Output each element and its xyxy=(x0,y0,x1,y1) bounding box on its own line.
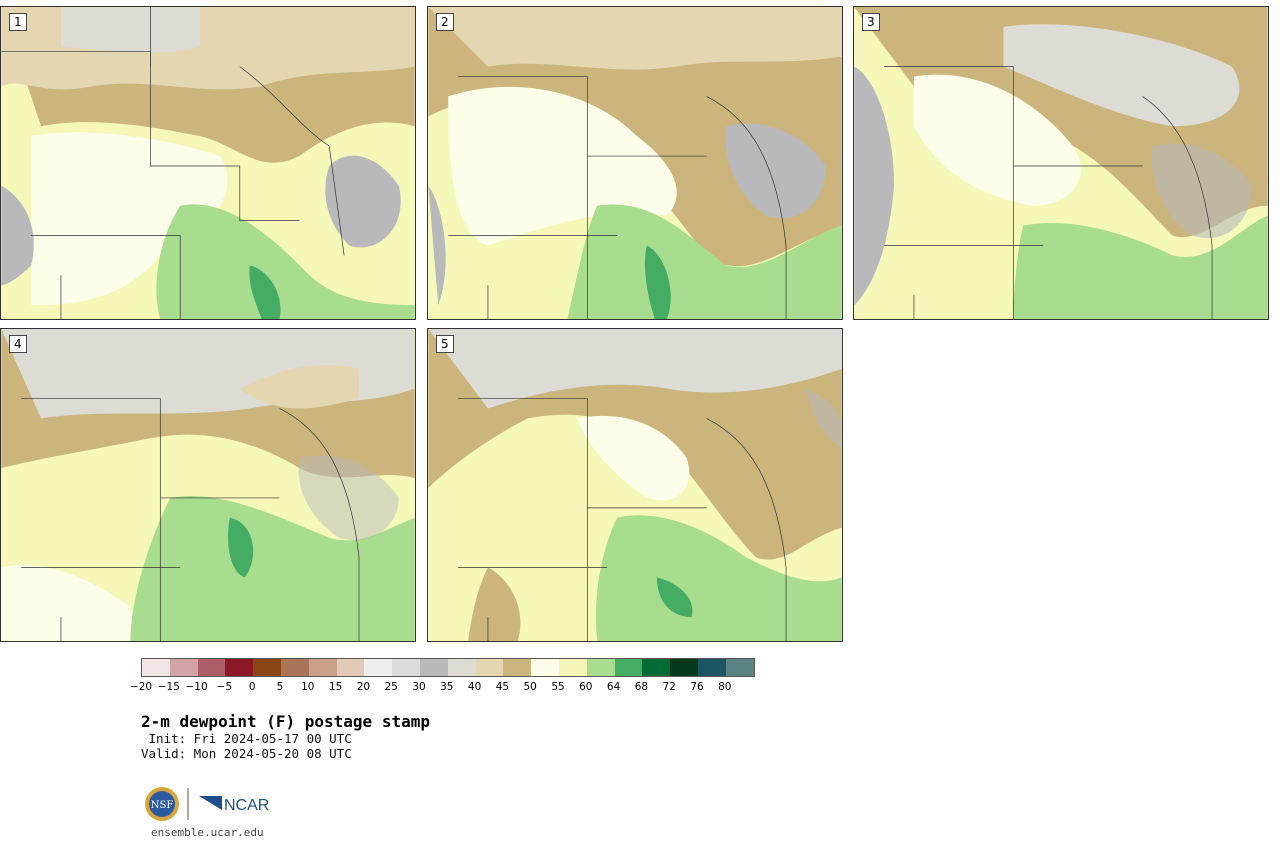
valid-time-text: Valid: Mon 2024-05-20 08 UTC xyxy=(141,746,352,761)
colorbar-swatch xyxy=(308,659,337,676)
colorbar-swatch xyxy=(614,659,643,676)
colorbar-tick-label: 80 xyxy=(718,681,732,693)
colorbar-tick-label: 50 xyxy=(523,681,537,693)
colorbar-tick-label: 55 xyxy=(551,681,565,693)
colorbar-swatch xyxy=(725,659,754,676)
colorbar-tick-label: 20 xyxy=(356,681,371,693)
colorbar-swatch xyxy=(670,659,698,676)
colorbar-tick-label: 30 xyxy=(412,681,426,693)
colorbar-swatch xyxy=(475,659,504,676)
colorbar-tick-label: 5 xyxy=(276,681,284,693)
colorbar-tick-label: 72 xyxy=(662,681,676,693)
colorbar-swatch xyxy=(197,659,226,676)
colorbar-swatch xyxy=(142,659,170,676)
colorbar-tick-label: 45 xyxy=(495,681,510,693)
colorbar-tick-label: 60 xyxy=(579,681,593,693)
colorbar-swatch xyxy=(225,659,254,676)
site-url: ensemble.ucar.edu xyxy=(151,826,264,839)
panel-number-label: 2 xyxy=(436,13,454,31)
colorbar-swatch xyxy=(558,659,587,676)
colorbar-tick-label: 40 xyxy=(467,681,482,693)
colorbar-tick-labels: −20 −15 −10 −5 0 5 10 15 20 25 30 35 40 45 50 55 60 64 68 7… xyxy=(130,681,761,695)
colorbar-swatch xyxy=(697,659,726,676)
panel-number-label: 3 xyxy=(862,13,880,31)
colorbar-tick-label: 0 xyxy=(248,681,256,693)
dewpoint-map-1 xyxy=(1,7,415,319)
ncar-logo: NCAR xyxy=(199,796,269,814)
colorbar-swatch xyxy=(392,659,420,676)
map-panel-4: 4 xyxy=(0,328,416,642)
colorbar-swatch xyxy=(253,659,281,676)
nsf-logo: NSF xyxy=(145,787,179,821)
dewpoint-map-5 xyxy=(428,329,842,641)
panel-number-label: 5 xyxy=(436,335,454,353)
colorbar-swatch xyxy=(336,659,365,676)
colorbar-swatch xyxy=(642,659,671,676)
map-panel-3: 3 xyxy=(853,6,1269,320)
map-panel-5: 5 xyxy=(427,328,843,642)
colorbar-tick-label: 35 xyxy=(440,681,454,693)
svg-text:NCAR: NCAR xyxy=(224,797,269,814)
colorbar-tick-label: −20 xyxy=(129,681,153,693)
panel-number-label: 1 xyxy=(9,13,27,31)
svg-text:NSF: NSF xyxy=(151,800,174,811)
colorbar-tick-label: 76 xyxy=(690,681,704,693)
colorbar-swatch xyxy=(503,659,532,676)
colorbar-swatch xyxy=(169,659,198,676)
colorbar-swatch xyxy=(364,659,393,676)
colorbar-swatch xyxy=(280,659,309,676)
dewpoint-map-3 xyxy=(854,7,1268,319)
colorbar-swatch xyxy=(447,659,476,676)
colorbar-swatch xyxy=(531,659,559,676)
dewpoint-map-2 xyxy=(428,7,842,319)
dewpoint-colorbar xyxy=(141,658,755,677)
colorbar-swatch xyxy=(419,659,448,676)
map-panel-1: 1 xyxy=(0,6,416,320)
init-time-text: Init: Fri 2024-05-17 00 UTC xyxy=(141,731,352,746)
colorbar-tick-label: 15 xyxy=(328,681,343,693)
colorbar-swatch xyxy=(586,659,615,676)
colorbar-tick-label: 68 xyxy=(634,681,649,693)
nsf-ncar-logos: NSF NCAR xyxy=(144,786,274,822)
colorbar-tick-label: 64 xyxy=(606,681,621,693)
colorbar-tick-label: 25 xyxy=(384,681,398,693)
colorbar-tick-label: 10 xyxy=(301,681,315,693)
colorbar-tick-label: −15 xyxy=(157,681,180,693)
dewpoint-map-4 xyxy=(1,329,415,641)
colorbar-tick-label: −10 xyxy=(185,681,208,693)
panel-number-label: 4 xyxy=(9,335,27,353)
colorbar-tick-label: −5 xyxy=(216,681,233,693)
map-panel-2: 2 xyxy=(427,6,843,320)
chart-title: 2-m dewpoint (F) postage stamp xyxy=(141,712,430,731)
